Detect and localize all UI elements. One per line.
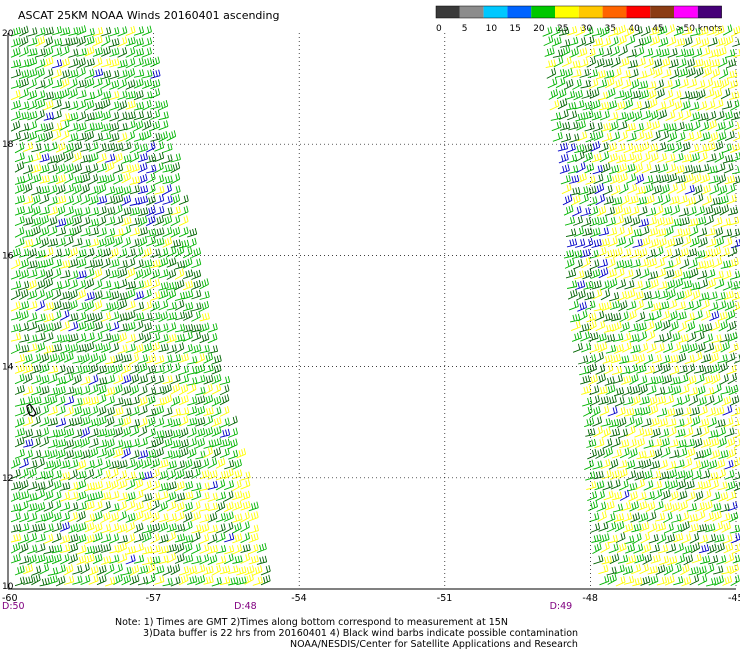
- colorbar-label: >50 knots: [676, 24, 723, 34]
- pass-time-label: D:49: [550, 601, 573, 612]
- lat-tick-label: 10: [2, 582, 14, 592]
- wind-speed-colorbar: 0 5 10 15 20 25 30 35 40 45 >50 knots: [435, 5, 723, 34]
- chart-title: ASCAT 25KM NOAA Winds 20160401 ascending: [18, 9, 280, 22]
- colorbar-segment: [674, 6, 698, 18]
- colorbar-segment: [531, 6, 555, 18]
- colorbar-label: 20: [533, 24, 545, 34]
- colorbar-label: 25: [557, 24, 568, 34]
- lon-tick-label: -54: [291, 593, 307, 604]
- colorbar-segment: [602, 6, 627, 18]
- colorbar-segment: [626, 6, 651, 18]
- colorbar-label: 5: [462, 24, 468, 34]
- lat-tick-label: 12: [2, 474, 13, 484]
- pass-time-label: D:50: [2, 601, 25, 612]
- lat-tick-label: 20: [2, 29, 14, 39]
- lon-tick-label: -48: [582, 593, 598, 604]
- lon-tick-label: -45: [728, 593, 740, 604]
- colorbar-segment: [483, 6, 508, 18]
- wind-barbs: [10, 24, 740, 587]
- lon-tick-label: -51: [437, 593, 453, 604]
- note-line-1: Note: 1) Times are GMT 2)Times along bot…: [115, 617, 508, 628]
- colorbar-segment: [578, 6, 603, 18]
- colorbar-segment: [507, 6, 532, 18]
- lat-tick-label: 18: [2, 140, 14, 150]
- colorbar-segment: [459, 6, 484, 18]
- colorbar-label: 10: [486, 24, 498, 34]
- lat-tick-label: 16: [2, 251, 14, 261]
- colorbar-segment: [436, 6, 460, 18]
- lon-tick-label: -57: [146, 593, 162, 604]
- colorbar-label: 35: [605, 24, 616, 34]
- colorbar-segment: [650, 6, 674, 18]
- pass-time-label: D:48: [234, 601, 257, 612]
- colorbar-label: 15: [509, 24, 520, 34]
- lat-tick-label: 14: [2, 363, 14, 373]
- colorbar-segment: [697, 6, 722, 18]
- colorbar-label: 0: [436, 24, 442, 34]
- colorbar-segment: [555, 6, 579, 18]
- colorbar-label: 30: [581, 24, 593, 34]
- graticule: [8, 33, 737, 589]
- colorbar-label: 40: [628, 24, 640, 34]
- note-line-2: 3)Data buffer is 22 hrs from 20160401 4)…: [143, 628, 579, 639]
- island-outline: [26, 403, 37, 417]
- lon-tick-label: -60: [2, 593, 18, 604]
- credit-line: NOAA/NESDIS/Center for Satellite Applica…: [290, 639, 578, 650]
